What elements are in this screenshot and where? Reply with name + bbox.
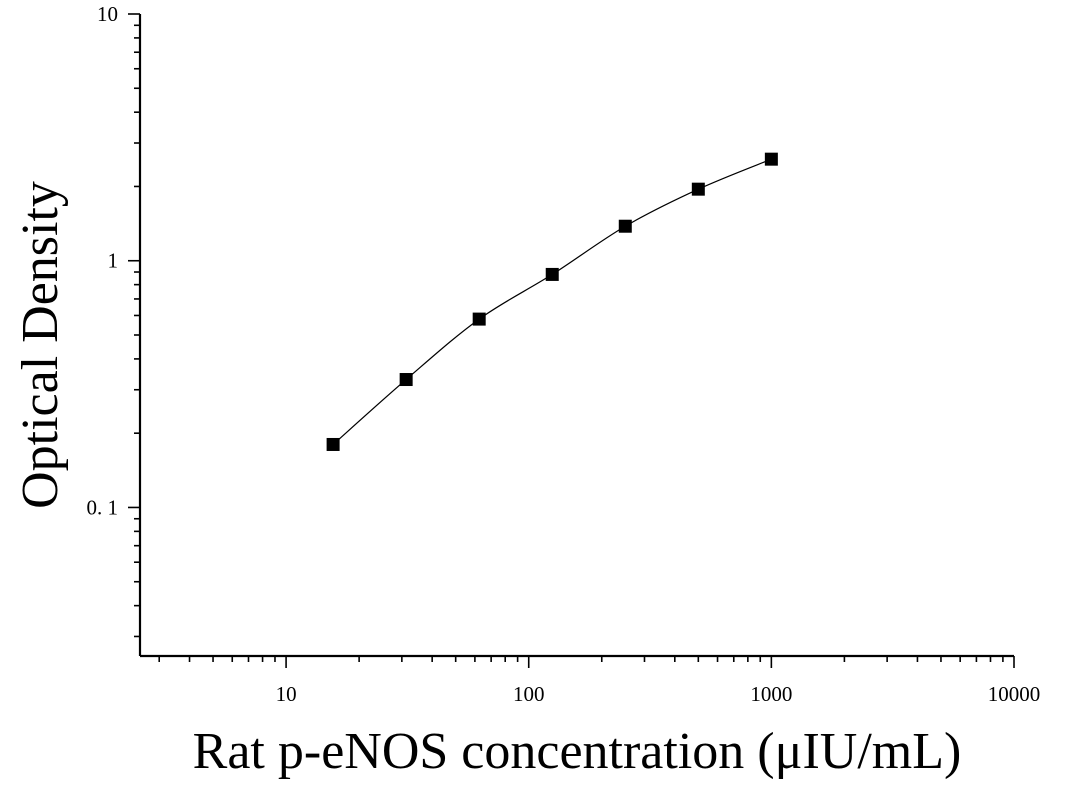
- axes: [138, 14, 1014, 658]
- data-points: [326, 152, 778, 451]
- axis-ticks: 10 100 1000 10000 10 1 0. 1: [87, 2, 1041, 706]
- data-point-marker: [545, 267, 559, 281]
- fit-curve-group: [332, 158, 772, 445]
- y-tick-label: 1: [108, 249, 119, 273]
- data-point-marker: [472, 312, 486, 326]
- data-point-marker: [399, 373, 413, 387]
- x-tick-label: 10: [276, 682, 297, 706]
- data-point-marker: [764, 152, 778, 166]
- data-point-marker: [618, 219, 632, 233]
- data-point-marker: [691, 182, 705, 196]
- x-tick-label: 10000: [988, 682, 1041, 706]
- y-axis-title: Optical Density: [12, 181, 69, 509]
- x-tick-label: 1000: [750, 682, 792, 706]
- data-point-marker: [326, 437, 340, 451]
- fit-curve: [332, 158, 772, 445]
- x-tick-label: 100: [513, 682, 545, 706]
- y-tick-label: 10: [97, 2, 118, 26]
- y-tick-label: 0. 1: [87, 495, 119, 519]
- x-axis-title: Rat p-eNOS concentration (μIU/mL): [193, 723, 962, 780]
